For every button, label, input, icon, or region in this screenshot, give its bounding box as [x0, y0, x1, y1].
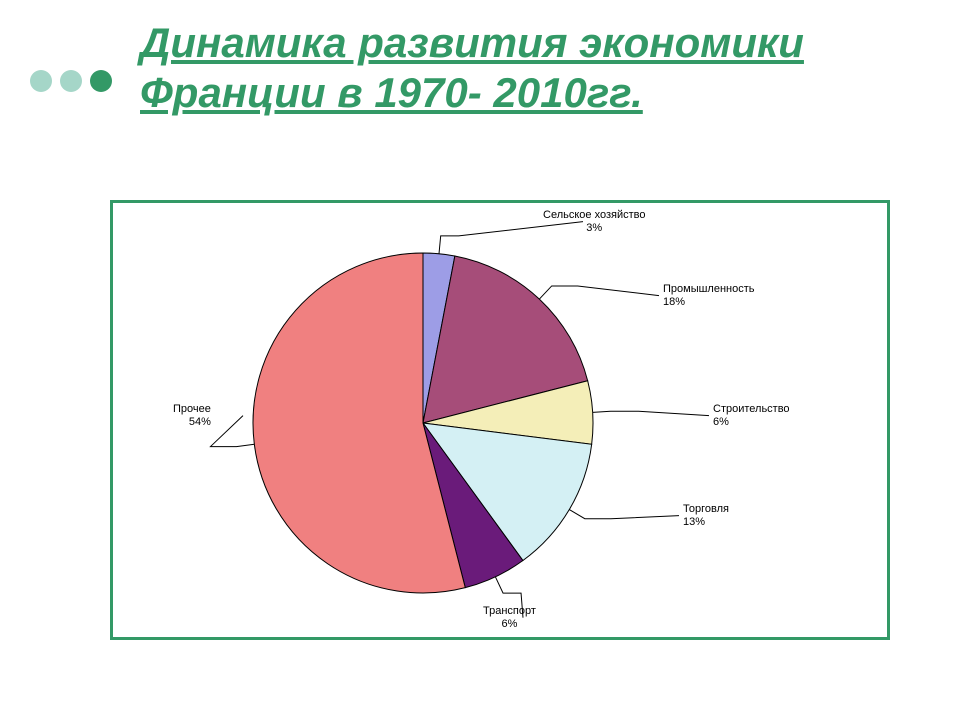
pie-slice-label: Сельское хозяйство3%	[543, 209, 645, 234]
slice-pct: 54%	[173, 416, 211, 429]
bullet-dot	[90, 70, 112, 92]
slice-pct: 6%	[713, 416, 790, 429]
slice-name: Сельское хозяйство	[543, 209, 645, 222]
slice-pct: 18%	[663, 296, 755, 309]
slice-pct: 3%	[543, 222, 645, 235]
pie-label-layer: Сельское хозяйство3% Промышленность18% Стр…	[113, 203, 887, 637]
slice-pct: 13%	[683, 516, 729, 529]
pie-slice-label: Промышленность18%	[663, 283, 755, 308]
slide-title: Динамика развития экономики Франции в 19…	[140, 18, 900, 119]
pie-chart-container: Сельское хозяйство3% Промышленность18% Стр…	[110, 200, 890, 640]
bullet-dot	[60, 70, 82, 92]
slide: Динамика развития экономики Франции в 19…	[0, 0, 960, 720]
pie-slice-label: Прочее54%	[173, 403, 211, 428]
title-bullets	[30, 70, 112, 92]
pie-slice-label: Транспорт6%	[483, 605, 536, 630]
slice-name: Прочее	[173, 403, 211, 416]
slice-name: Торговля	[683, 503, 729, 516]
slice-pct: 6%	[483, 618, 536, 631]
slice-name: Строительство	[713, 403, 790, 416]
slice-name: Промышленность	[663, 283, 755, 296]
pie-slice-label: Торговля13%	[683, 503, 729, 528]
pie-slice-label: Строительство6%	[713, 403, 790, 428]
slice-name: Транспорт	[483, 605, 536, 618]
bullet-dot	[30, 70, 52, 92]
